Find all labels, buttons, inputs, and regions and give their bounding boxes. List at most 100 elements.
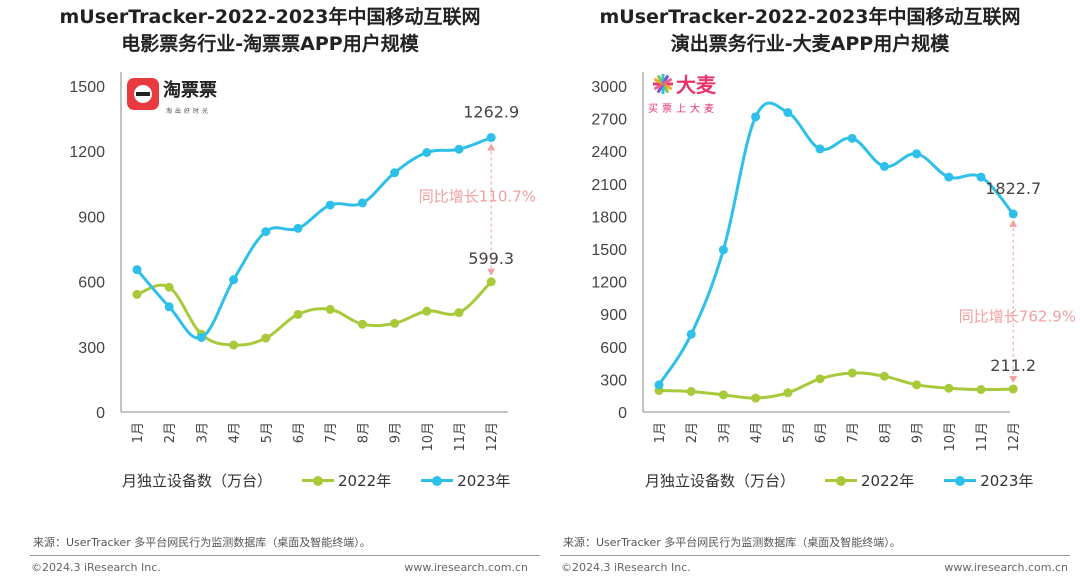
data-label-2022: 599.3	[468, 249, 514, 268]
y-tick-label: 2400	[591, 144, 627, 161]
growth-annotation: 同比增长762.9%	[959, 307, 1076, 325]
legend-swatch	[825, 475, 858, 486]
x-tick-label: 1月	[131, 422, 146, 443]
copyright: ©2024.3 iResearch Inc.	[31, 561, 161, 574]
data-point	[422, 306, 432, 316]
data-point	[783, 108, 793, 118]
line-chart: 0 300 600 900 1200 1500 1800 2100 2400 2700 3000 1月…	[591, 72, 1076, 452]
data-point	[454, 144, 464, 154]
data-point	[357, 198, 367, 208]
data-label-2023: 1262.9	[463, 103, 519, 122]
data-point	[325, 200, 335, 210]
data-point	[718, 245, 728, 255]
chart-panel-taopiaopiao: mUserTracker-2022-2023年中国移动互联网 电影票务行业-淘票…	[0, 4, 540, 574]
y-tick-label: 600	[78, 275, 105, 292]
x-tick-label: 12月	[1007, 422, 1022, 452]
legend: 月独立设备数（万台） 2022年 2023年	[122, 470, 510, 491]
legend-title: 月独立设备数（万台）	[122, 472, 273, 490]
legend-label: 2023年	[980, 472, 1034, 490]
x-tick-label: 5月	[260, 422, 275, 443]
y-tick-label: 1800	[591, 209, 627, 226]
x-tick-label: 11月	[453, 422, 468, 452]
legend: 月独立设备数（万台） 2022年 2023年	[645, 470, 1033, 491]
data-point	[944, 172, 954, 182]
data-point	[751, 393, 761, 403]
series-line-2023年	[657, 101, 1015, 386]
y-tick-label: 900	[78, 209, 105, 226]
data-point	[293, 223, 303, 233]
x-tick-label: 8月	[878, 422, 893, 443]
y-tick-label: 1500	[69, 79, 105, 96]
data-point	[390, 318, 400, 328]
line-chart: 0 300 600 900 1200 1500 1月 2月 3月 4月 5月 6月 7月 8月 9月 10月 1…	[69, 72, 536, 452]
data-point	[944, 383, 954, 393]
legend-swatch	[421, 475, 454, 486]
x-tick-label: 4月	[228, 422, 243, 443]
title-line-2: 电影票务行业-淘票票APP用户规模	[121, 33, 419, 55]
chart-panel-damai: mUserTracker-2022-2023年中国移动互联网 演出票务行业-大麦…	[540, 0, 1080, 581]
divider	[30, 555, 540, 556]
data-point	[879, 161, 889, 171]
y-tick-label: 3000	[591, 79, 627, 96]
data-point	[751, 112, 761, 122]
data-point	[686, 329, 696, 339]
y-tick-label: 0	[96, 405, 105, 422]
logo-subtext: 买票上大麦	[648, 102, 718, 115]
x-tick-label: 9月	[389, 422, 404, 443]
data-point	[132, 289, 142, 299]
chart-title: mUserTracker-2022-2023年中国移动互联网 电影票务行业-淘票…	[0, 4, 540, 58]
y-tick-label: 300	[600, 372, 627, 389]
data-point	[229, 275, 239, 285]
data-point	[422, 148, 432, 158]
data-point	[879, 371, 889, 381]
growth-annotation: 同比增长110.7%	[419, 188, 536, 206]
data-point	[976, 385, 986, 395]
data-point	[164, 302, 174, 312]
data-point	[132, 265, 142, 275]
x-tick-label: 1月	[653, 422, 668, 443]
arrow-down-icon	[1009, 376, 1018, 384]
x-tick-label: 9月	[911, 422, 926, 443]
y-tick-label: 2100	[591, 177, 627, 194]
data-point	[912, 380, 922, 390]
data-point	[357, 319, 367, 329]
y-tick-label: 900	[600, 307, 627, 324]
data-point	[686, 386, 696, 396]
title-line-1: mUserTracker-2022-2023年中国移动互联网	[59, 6, 481, 28]
x-tick-label: 11月	[975, 422, 990, 452]
copyright: ©2024.3 iResearch Inc.	[561, 561, 691, 574]
y-tick-label: 2700	[591, 112, 627, 129]
y-tick-label: 1200	[591, 275, 627, 292]
data-point	[912, 149, 922, 159]
data-point	[454, 308, 464, 318]
data-point	[815, 144, 825, 154]
x-tick-label: 6月	[292, 422, 307, 443]
website: www.iresearch.com.cn	[404, 561, 528, 574]
legend-item-2023: 2023年	[421, 470, 510, 491]
x-tick-label: 6月	[814, 422, 829, 443]
legend-swatch	[302, 475, 335, 486]
data-point	[486, 277, 496, 287]
data-point	[196, 332, 206, 342]
logo-glasses	[136, 92, 150, 96]
arrow-down-icon	[487, 268, 496, 276]
legend-item-2023: 2023年	[944, 470, 1033, 491]
x-tick-label: 10月	[421, 422, 436, 452]
series-line-2022年	[658, 371, 1014, 400]
x-tick-label: 2月	[685, 422, 700, 443]
data-point	[976, 172, 986, 182]
data-point	[847, 133, 857, 143]
x-tick-label: 4月	[750, 422, 765, 443]
logo-petal	[662, 77, 673, 86]
arrow-up-icon	[1009, 219, 1018, 227]
x-tick-label: 2月	[163, 422, 178, 443]
source-note: 来源：UserTracker 多平台网民行为监测数据库（桌面及智能终端）。	[563, 536, 901, 549]
data-point	[164, 282, 174, 292]
data-point	[390, 168, 400, 178]
y-tick-label: 1500	[591, 242, 627, 259]
x-tick-label: 5月	[782, 422, 797, 443]
legend-label: 2022年	[338, 472, 392, 490]
data-point	[1008, 209, 1018, 219]
x-tick-label: 8月	[356, 422, 371, 443]
title-line-1: mUserTracker-2022-2023年中国移动互联网	[599, 6, 1021, 28]
